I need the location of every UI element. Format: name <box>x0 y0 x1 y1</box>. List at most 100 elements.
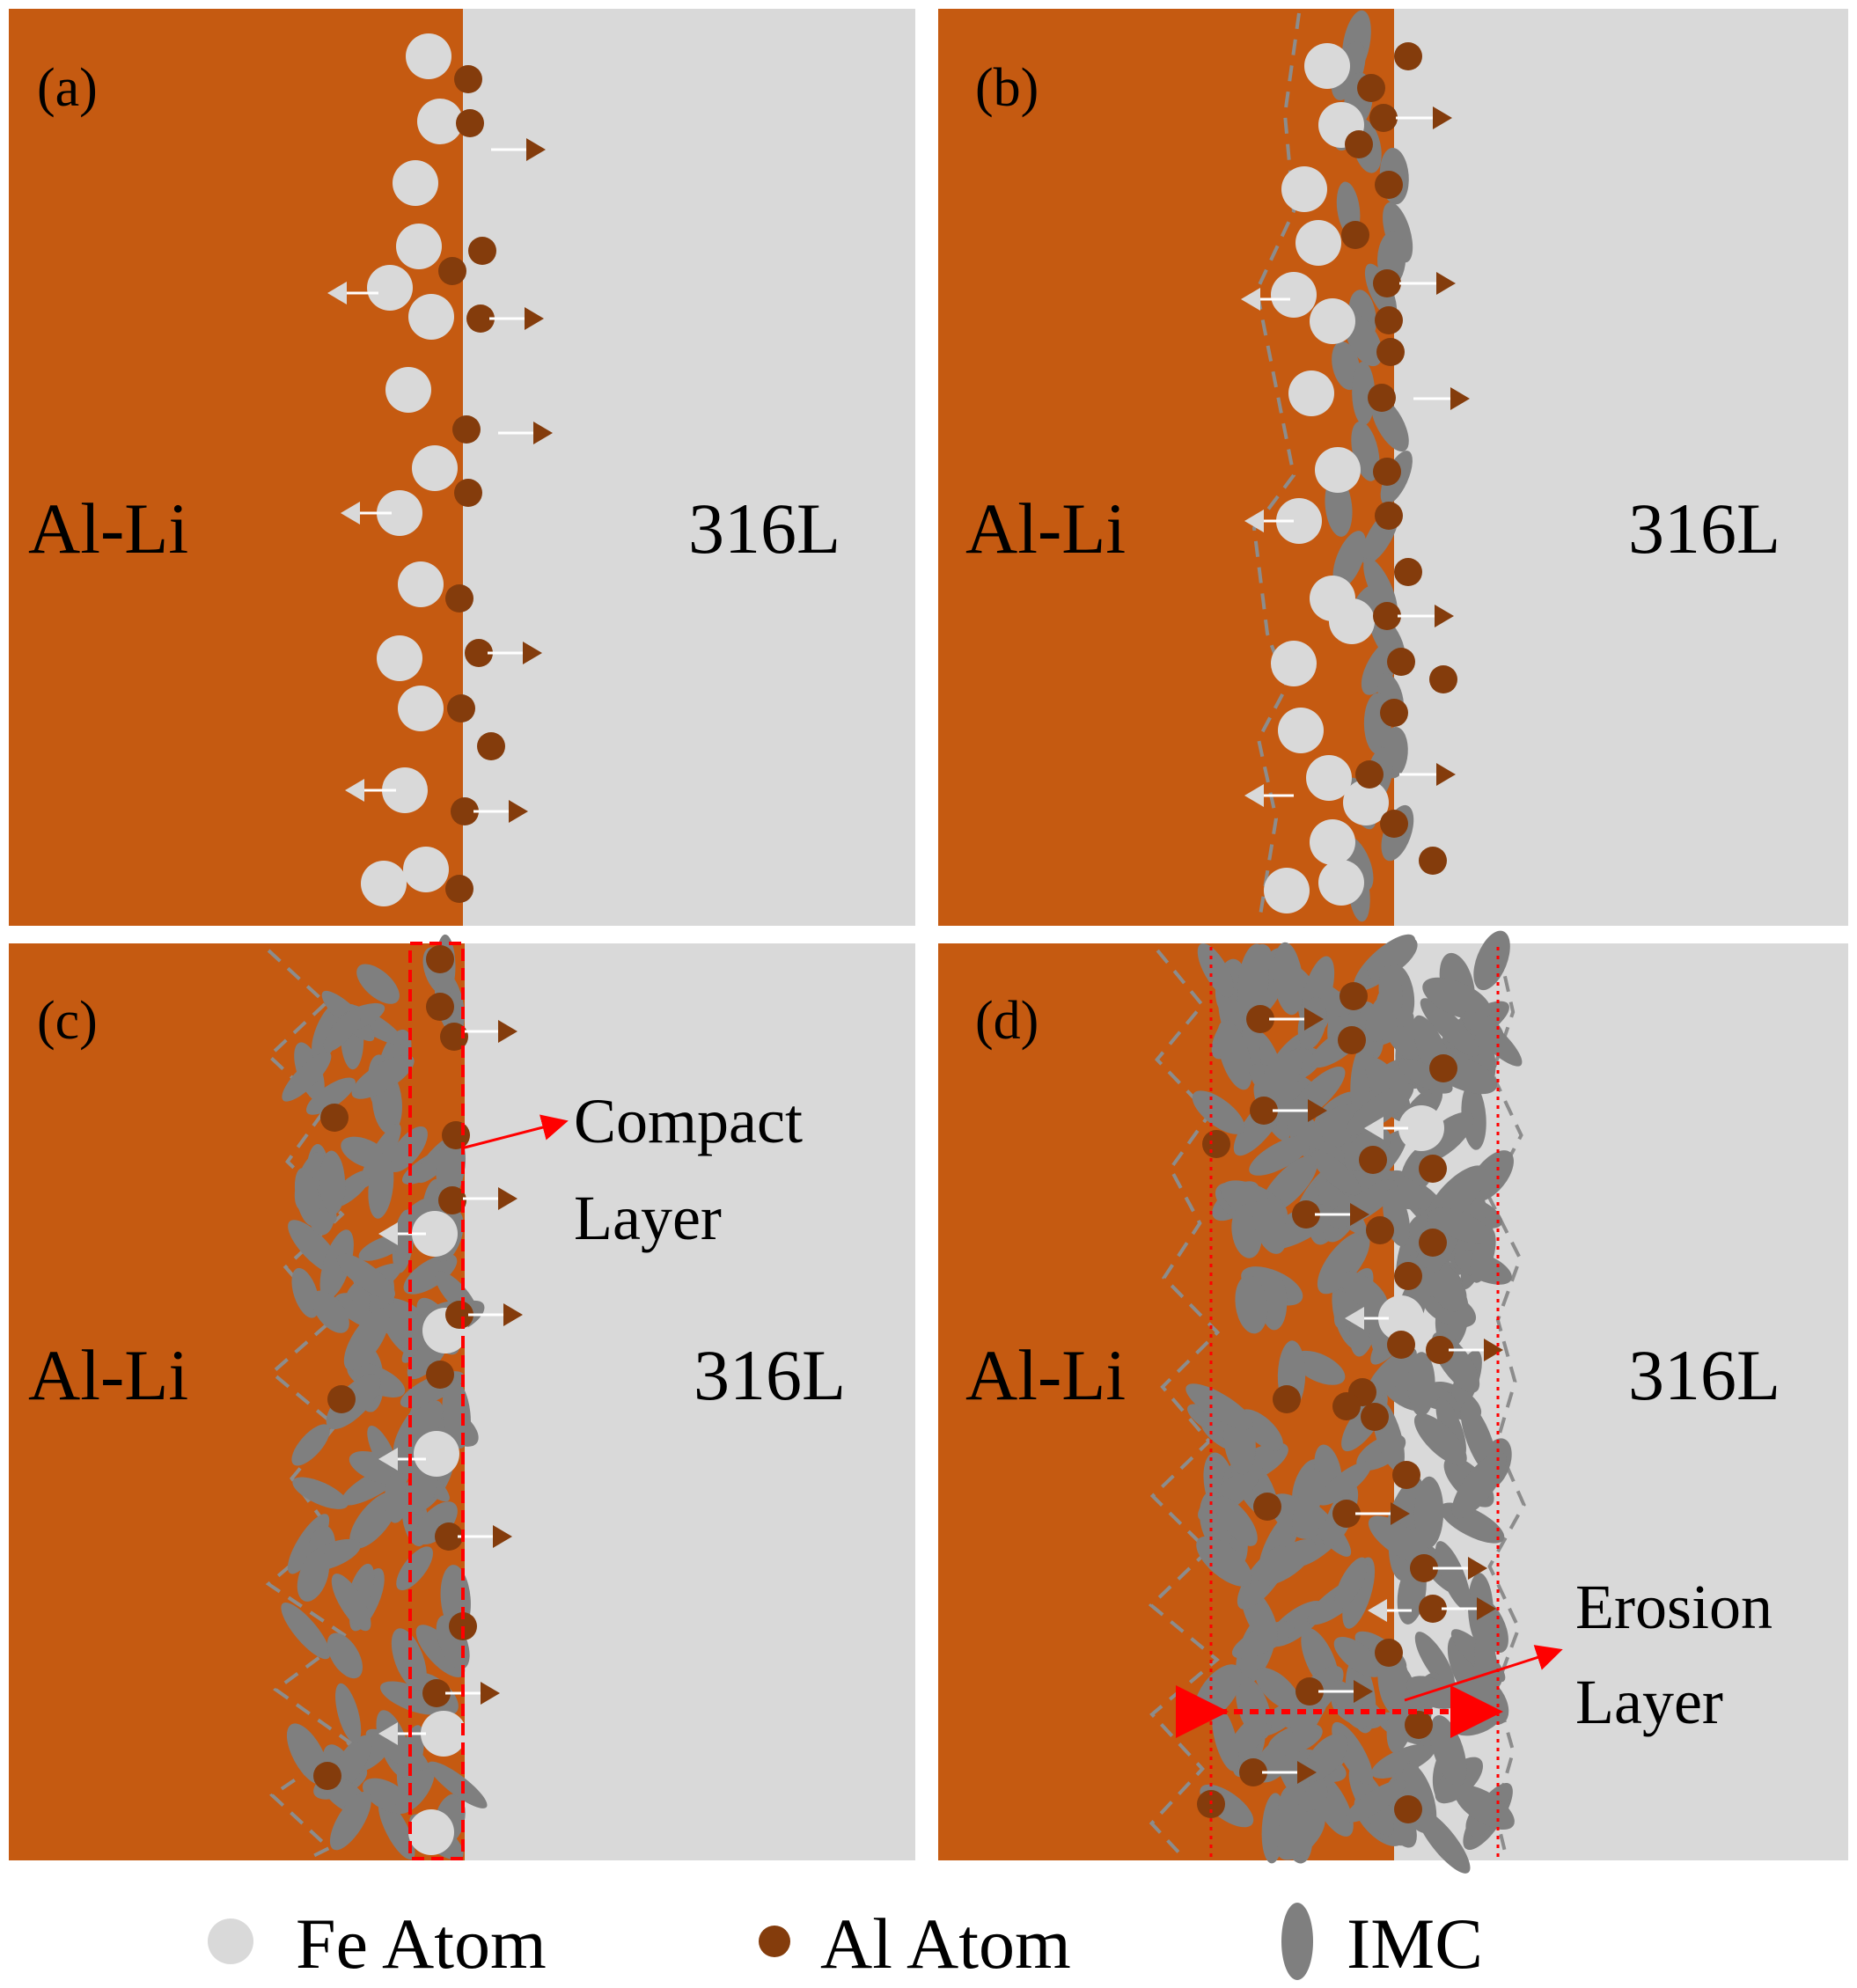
fe-atom <box>1271 272 1317 318</box>
imc-grain <box>415 1501 458 1545</box>
al-atom <box>1429 1054 1457 1082</box>
fe-atom <box>1304 43 1350 89</box>
imc-grain <box>356 964 400 1004</box>
fe-diffusion-arrow-head <box>1368 1599 1387 1622</box>
fe-atom <box>398 561 444 607</box>
fe-diffusion-arrow-head <box>378 1448 398 1471</box>
imc-grain <box>1464 1010 1523 1067</box>
al-diffusion-arrow-head <box>1308 1099 1327 1122</box>
imc-grain <box>1413 1476 1444 1549</box>
al-atom <box>426 945 454 973</box>
al-atom <box>1375 171 1403 199</box>
imc-grain <box>1435 1541 1471 1610</box>
al-atom <box>1332 1500 1361 1528</box>
compact-label-line2: Layer <box>574 1183 722 1253</box>
al-diffusion-arrow-head <box>498 1020 517 1043</box>
imc-grain <box>1289 1067 1346 1121</box>
legend-fe-marker <box>208 1918 253 1964</box>
al-atom <box>1373 602 1401 630</box>
imc-grain <box>1345 1779 1406 1823</box>
al-atom <box>1394 1795 1422 1823</box>
panel-c-particles <box>265 934 523 1860</box>
imc-grain <box>1333 1636 1383 1677</box>
imc-grain <box>1237 943 1269 1023</box>
erosion-label-line1: Erosion <box>1575 1572 1773 1642</box>
al-diffusion-arrow-head <box>1304 1008 1324 1031</box>
imc-grain <box>335 1683 362 1744</box>
al-diffusion-arrow-head <box>1297 1761 1317 1784</box>
al-diffusion-arrow-head <box>481 1682 500 1705</box>
al-atom <box>445 875 473 903</box>
al-atom <box>1419 1229 1447 1257</box>
al-li-label-b: Al-Li <box>965 488 1126 569</box>
imc-grain <box>384 1471 409 1523</box>
imc-grain <box>319 1150 346 1215</box>
al-atom <box>1419 1595 1447 1623</box>
imc-grain <box>1367 937 1418 979</box>
fe-diffusion-arrow-head <box>1241 288 1260 311</box>
fe-atom <box>1310 298 1355 344</box>
imc-grain <box>329 1791 371 1851</box>
panel-b-particles <box>1241 10 1470 922</box>
al-atom <box>1341 221 1369 249</box>
imc-grain <box>378 1799 415 1860</box>
imc-grain <box>396 1197 439 1237</box>
fe-atom <box>385 367 431 413</box>
fe-diffusion-arrow-head <box>327 282 347 304</box>
al-atom <box>1239 1758 1267 1786</box>
imc-grain <box>1249 1134 1312 1176</box>
al-atom <box>454 65 482 93</box>
panel-tag-c: (c) <box>37 991 98 1051</box>
imc-grain <box>1398 1059 1453 1094</box>
fe-diffusion-arrow-head <box>378 1222 398 1245</box>
imc-grain <box>1197 943 1235 998</box>
imc-grain <box>343 1308 390 1371</box>
imc-grain <box>319 1229 354 1300</box>
316l-label-c: 316L <box>694 1335 846 1415</box>
imc-grain <box>1416 1111 1474 1164</box>
fe-atom <box>377 490 422 536</box>
fe-atom <box>417 99 463 144</box>
imc-grain <box>1311 1150 1361 1196</box>
al-diffusion-arrow-head <box>1436 272 1456 295</box>
fe-atom <box>1315 447 1361 493</box>
compact-layer-box <box>408 942 465 1860</box>
imc-grain <box>395 1762 435 1813</box>
imc-grain <box>1368 1515 1430 1564</box>
fe-atom <box>1329 598 1375 644</box>
panel-tag-b: (b) <box>975 58 1039 118</box>
legend-imc-label: IMC <box>1347 1904 1483 1984</box>
al-atom <box>1202 1130 1230 1158</box>
imc-grain <box>1334 1557 1368 1609</box>
fe-diffusion-arrow-head <box>378 1722 398 1745</box>
imc-grain <box>1318 1461 1371 1506</box>
compact-label-line1: Compact <box>574 1086 803 1156</box>
imc-grain <box>1292 1471 1325 1535</box>
al-diffusion-arrow-head <box>503 1303 523 1326</box>
imc-grain <box>1342 1557 1376 1629</box>
fe-atom <box>1306 755 1352 801</box>
imc-grain <box>312 1290 349 1333</box>
imc-grain <box>1277 1809 1325 1860</box>
al-atom <box>1387 1331 1415 1359</box>
fe-atom <box>412 1211 458 1257</box>
al-diffusion-arrow-head <box>1436 763 1456 786</box>
fe-diffusion-arrow-head <box>1244 510 1264 532</box>
fe-diffusion-arrow-head <box>341 502 360 525</box>
al-atom <box>1419 847 1447 875</box>
al-diffusion-arrow-head <box>1468 1557 1487 1580</box>
al-atom <box>1375 306 1403 334</box>
fe-atom <box>1343 780 1389 825</box>
legend-al-marker <box>759 1926 790 1957</box>
al-atom <box>447 694 475 723</box>
al-atom <box>1359 1146 1387 1174</box>
fe-atom <box>406 33 451 79</box>
fe-atom <box>361 861 407 906</box>
al-li-label-a: Al-Li <box>28 488 188 569</box>
fe-atom <box>421 1711 466 1757</box>
imc-grain <box>1252 1197 1288 1254</box>
fe-atom <box>1295 220 1341 266</box>
fe-atom <box>1276 498 1322 544</box>
imc-grain <box>1192 1090 1245 1134</box>
